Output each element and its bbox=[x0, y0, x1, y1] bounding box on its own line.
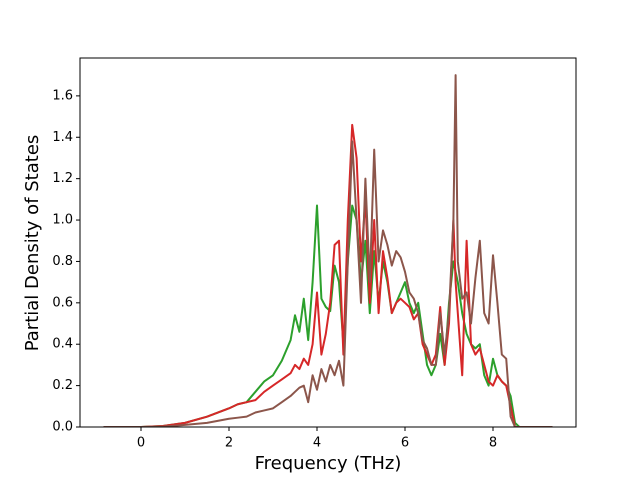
x-tick-label: 4 bbox=[313, 436, 321, 451]
y-tick-label: 1.4 bbox=[52, 130, 73, 145]
y-tick-label: 1.2 bbox=[52, 171, 73, 186]
y-tick-label: 1.6 bbox=[52, 88, 73, 103]
y-tick-label: 0.2 bbox=[52, 378, 73, 393]
y-tick-label: 0.4 bbox=[52, 337, 73, 352]
x-tick-label: 8 bbox=[489, 436, 497, 451]
y-tick-label: 0.0 bbox=[52, 420, 73, 435]
x-tick-label: 0 bbox=[137, 436, 145, 451]
x-tick-label: 6 bbox=[401, 436, 409, 451]
y-axis-label: Partial Density of States bbox=[22, 135, 43, 352]
y-tick-label: 0.8 bbox=[52, 254, 73, 269]
plot-frame bbox=[79, 57, 577, 428]
x-axis-label: Frequency (THz) bbox=[255, 453, 402, 474]
y-tick-label: 0.6 bbox=[52, 295, 73, 310]
series-line bbox=[103, 123, 553, 427]
x-tick-label: 2 bbox=[225, 436, 233, 451]
y-tick-label: 1.0 bbox=[52, 213, 73, 228]
series-line bbox=[103, 74, 553, 427]
